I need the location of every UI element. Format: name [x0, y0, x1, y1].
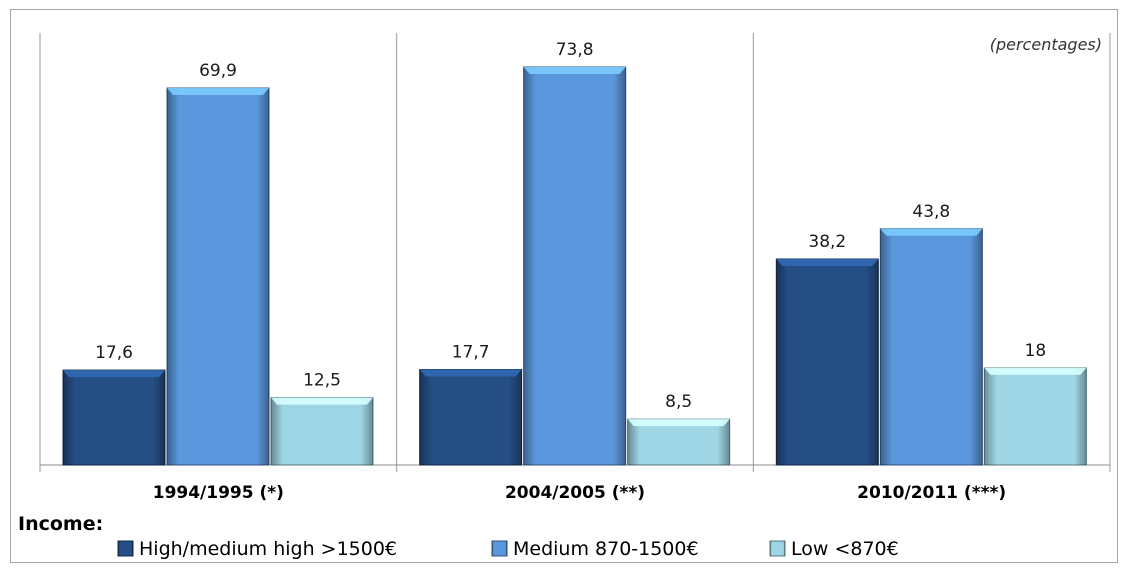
category-label: 2004/2005 (**): [505, 483, 645, 503]
legend-item-2: Medium 870-1500€: [491, 538, 699, 560]
data-label: 43,8: [912, 202, 950, 222]
bar-2-2: [523, 66, 627, 466]
category-label: 1994/1995 (*): [153, 483, 284, 503]
legend-title: Income:: [18, 513, 103, 535]
bar-1-2: [419, 369, 523, 466]
data-label: 18: [1025, 341, 1047, 361]
data-label: 12,5: [303, 371, 341, 391]
legend-item-3: Low <870€: [769, 538, 899, 560]
bar-2-3: [879, 228, 983, 466]
bar-1-1: [62, 369, 166, 466]
category-label: 2010/2011 (***): [857, 483, 1006, 503]
data-label: 17,6: [95, 343, 133, 363]
bar-3-3: [983, 367, 1087, 466]
legend-label: Medium 870-1500€: [513, 538, 699, 560]
data-label: 73,8: [556, 40, 594, 60]
legend: High/medium high >1500€ Medium 870-1500€ L…: [117, 538, 899, 560]
data-label: 38,2: [808, 232, 846, 252]
bar-1-3: [775, 258, 879, 466]
bar-3-2: [627, 418, 731, 466]
legend-label: High/medium high >1500€: [139, 538, 397, 560]
units-note: (percentages): [990, 35, 1102, 54]
legend-label: Low <870€: [791, 538, 899, 560]
data-label: 8,5: [665, 392, 692, 412]
bar-2-1: [166, 87, 270, 466]
category-dividers: [39, 33, 1111, 472]
data-label: 17,7: [452, 343, 490, 363]
legend-item-1: High/medium high >1500€: [117, 538, 397, 560]
data-label: 69,9: [199, 61, 237, 81]
bar-3-1: [270, 397, 374, 466]
chart-frame: [10, 9, 1118, 563]
